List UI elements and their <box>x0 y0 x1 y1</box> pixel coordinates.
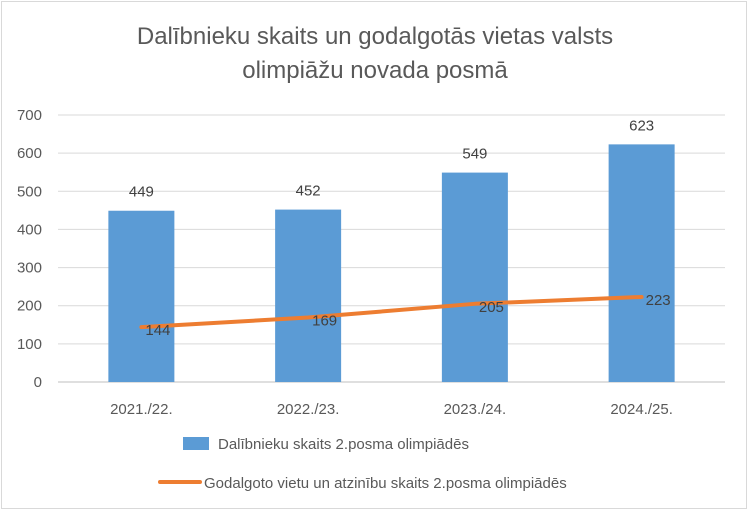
line-data-label: 169 <box>312 313 337 330</box>
chart-title: Dalībnieku skaits un godalgotās vietas v… <box>0 20 750 88</box>
data-labels: 449 452 549 623 144 169 205 223 <box>129 117 671 339</box>
y-axis: 0 100 200 300 400 500 600 700 <box>17 107 42 391</box>
y-tick-label: 400 <box>17 221 42 238</box>
chart-title-line-2: olimpiāžu novada posmā <box>242 57 508 84</box>
series-line <box>139 294 644 330</box>
legend-label-bar: Dalībnieku skaits 2.posma olimpiādēs <box>218 436 469 453</box>
legend: Dalībnieku skaits 2.posma olimpiādēs God… <box>158 436 567 492</box>
x-axis: 2021./22. 2022./23. 2023./24. 2024./25. <box>110 401 673 418</box>
bar <box>108 210 175 382</box>
bar-data-label: 549 <box>462 146 487 163</box>
line-data-label: 223 <box>646 292 671 309</box>
y-tick-label: 300 <box>17 260 42 277</box>
y-tick-label: 0 <box>34 374 42 391</box>
line-data-label: 144 <box>145 322 170 339</box>
bar-data-label: 449 <box>129 184 154 201</box>
legend-swatch-bar <box>183 437 209 450</box>
x-tick-label: 2022./23. <box>277 401 340 418</box>
x-tick-label: 2024./25. <box>610 401 673 418</box>
line-series <box>139 294 644 330</box>
bar-data-label: 452 <box>296 183 321 200</box>
bar-series <box>108 144 675 382</box>
y-tick-label: 500 <box>17 183 42 200</box>
y-tick-label: 600 <box>17 145 42 162</box>
x-tick-label: 2021./22. <box>110 401 173 418</box>
bar <box>608 144 675 382</box>
bar <box>441 172 508 382</box>
chart-title-line-1: Dalībnieku skaits un godalgotās vietas v… <box>136 23 614 50</box>
y-tick-label: 100 <box>17 336 42 353</box>
bar <box>275 209 342 382</box>
legend-label-line: Godalgoto vietu un atzinību skaits 2.pos… <box>204 475 567 492</box>
y-tick-label: 200 <box>17 298 42 315</box>
line-data-label: 205 <box>479 299 504 316</box>
x-tick-label: 2023./24. <box>444 401 507 418</box>
bar-data-label: 623 <box>629 117 654 134</box>
y-tick-label: 700 <box>17 107 42 124</box>
